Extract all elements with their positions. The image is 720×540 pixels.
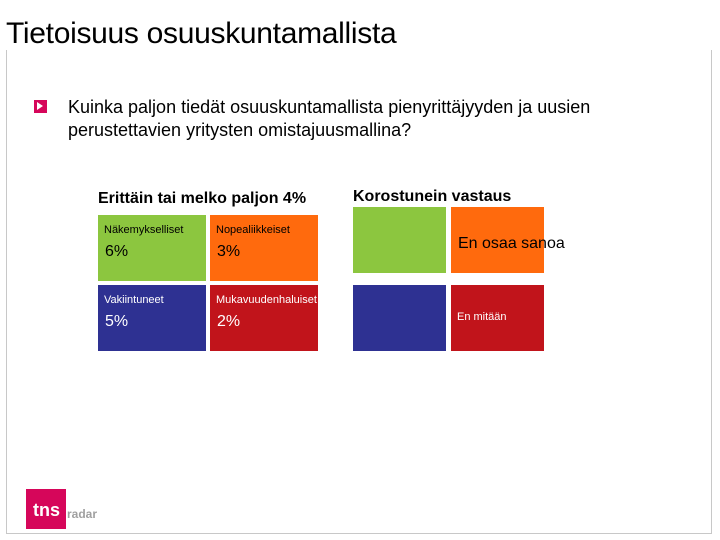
segment-tile-nopealiikkeiset: Nopealiikkeiset 3%	[209, 214, 319, 282]
segment-label: Vakiintuneet	[104, 294, 164, 306]
segment-value: 6%	[105, 243, 129, 260]
right-answer-label: En osaa sanoa	[458, 235, 565, 252]
segment-tile-nakemykselliset: Näkemykselliset 6%	[97, 214, 207, 282]
segment-value: 3%	[217, 243, 241, 260]
segment-label: Nopealiikkeiset	[216, 224, 290, 236]
segment-tile-vakiintuneet: Vakiintuneet 5%	[97, 284, 207, 352]
right-group-title: Korostunein vastaus	[353, 188, 512, 205]
tns-logo-sub: radar	[67, 507, 98, 521]
segment-tile-mukavuudenhaluiset: Mukavuudenhaluiset 2%	[209, 284, 319, 352]
question-text: Kuinka paljon tiedät osuuskuntamallista …	[68, 97, 591, 140]
bullet-arrow-icon	[34, 100, 47, 113]
segment-label: Mukavuudenhaluiset	[216, 294, 317, 306]
tns-logo-text: tns	[33, 500, 60, 520]
tns-logo	[26, 489, 66, 529]
segment-value: 2%	[217, 313, 241, 330]
right-tile-red	[450, 284, 545, 352]
left-group-title: Erittäin tai melko paljon 4%	[98, 190, 307, 207]
segment-value: 5%	[105, 313, 129, 330]
segment-label: Näkemykselliset	[104, 224, 184, 236]
slide-frame	[6, 50, 712, 534]
right-tile-orange	[450, 206, 545, 274]
right-tile-green	[352, 206, 447, 274]
right-answer-label: En mitään	[457, 311, 507, 323]
right-tile-blue	[352, 284, 447, 352]
slide-title: Tietoisuus osuuskuntamallista	[6, 17, 397, 50]
